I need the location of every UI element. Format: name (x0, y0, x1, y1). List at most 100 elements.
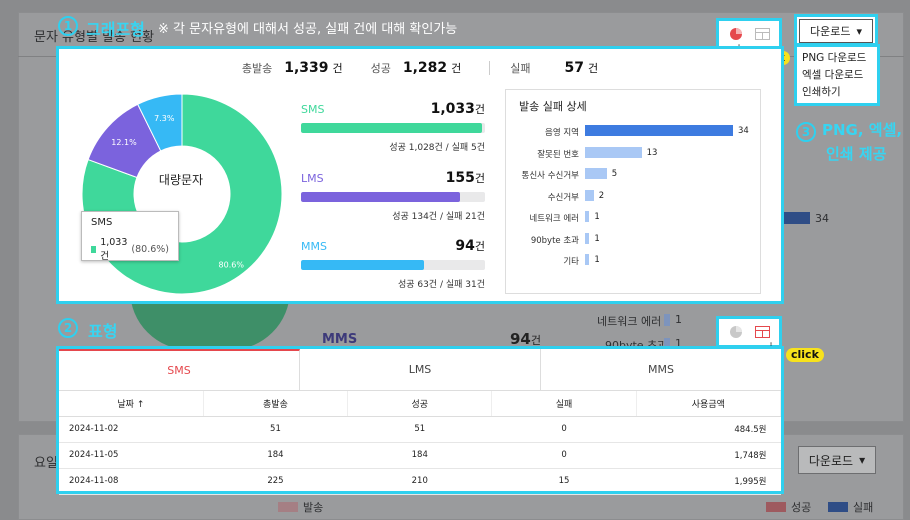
donut-label-mms: 7.3% (154, 114, 175, 123)
fail-detail-label: 통신사 수신거부 (521, 171, 579, 181)
table-row: 2024-11-08 225 210 15 1,995원 (59, 468, 781, 495)
background-bar-small (664, 314, 670, 326)
fail-detail-row: 기타 1 (506, 253, 760, 267)
summary-success-label: 성공 (370, 62, 391, 75)
table-view-button[interactable] (749, 322, 776, 342)
download-menu-item-print[interactable]: 인쇄하기 (802, 86, 841, 98)
stats-table: 날짜 ↑ 총발송 성공 실패 사용금액 2024-11-02 51 51 0 4… (59, 391, 782, 495)
cell-fail: 0 (491, 416, 637, 443)
column-header-success: 성공 (347, 391, 493, 417)
cell-total: 225 (203, 468, 348, 495)
column-header-cost: 사용금액 (636, 391, 782, 417)
metric-value: 1,033건 (430, 101, 485, 117)
tab-sms[interactable]: SMS (59, 349, 300, 390)
table-view-panel: SMS LMS MMS 날짜 ↑ 총발송 성공 실패 사용금액 2024-11-… (56, 346, 784, 495)
fail-detail-chart: 발송 실패 상세 음영 지역 34 잘못된 번호 13 통신사 수신거부 5 수신거부 2 네트… (505, 89, 761, 294)
table-icon (755, 326, 770, 338)
metric-sms: SMS 1,033건 성공 1,028건 / 실패 5건 (301, 101, 485, 153)
fail-detail-row: 음영 지역 34 (506, 124, 760, 138)
annotation-export-line1: PNG, 엑셀, (822, 121, 903, 139)
fail-detail-value: 1 (594, 255, 600, 265)
legend-send-label: 발송 (303, 501, 324, 514)
background-network-error-value: 1 (675, 313, 682, 326)
chart-view-button[interactable] (722, 322, 749, 342)
legend-swatch-fail (828, 502, 848, 512)
tooltip-row: 1,033건 (80.6%) (91, 237, 169, 262)
metric-value: 94건 (455, 238, 485, 254)
fail-detail-row: 90byte 초과 1 (506, 232, 760, 246)
summary-bar: 총발송 1,339 건 성공 1,282 건 실패 57 건 (59, 57, 781, 79)
background-download-button[interactable]: 다운로드 ▾ (798, 446, 876, 474)
download-menu-item-excel[interactable]: 엑셀 다운로드 (802, 69, 864, 81)
fail-detail-bar[interactable] (585, 125, 733, 136)
summary-total-unit: 건 (332, 62, 343, 75)
fail-detail-label: 90byte 초과 (530, 235, 579, 246)
table-icon (755, 28, 770, 40)
metric-track (301, 192, 485, 202)
metric-fill (301, 260, 425, 270)
fail-detail-label: 네트워크 에러 (529, 214, 579, 224)
donut-slice-mms[interactable] (137, 93, 183, 152)
metric-name: LMS (301, 172, 324, 185)
cell-success: 210 (347, 468, 492, 495)
fail-detail-value: 5 (611, 169, 618, 179)
tooltip-swatch (91, 246, 97, 253)
metric-mms: MMS 94건 성공 63건 / 실패 31건 (301, 238, 485, 290)
tooltip-title: SMS (91, 217, 113, 228)
summary-success-value: 1,282 (402, 60, 448, 76)
click-label: click (786, 348, 824, 362)
cell-date: 2024-11-05 (59, 442, 204, 469)
cell-success: 51 (347, 416, 492, 443)
fail-detail-bar[interactable] (585, 168, 607, 179)
metric-fill (301, 123, 483, 133)
pie-chart-icon (729, 28, 742, 40)
metric-fill (301, 192, 461, 202)
metric-track (301, 260, 485, 270)
table-view-button[interactable] (749, 24, 776, 44)
background-card2-title: 요일 (34, 456, 58, 471)
fail-detail-value: 1 (594, 212, 600, 222)
fail-detail-bar[interactable] (585, 146, 642, 158)
cell-total: 51 (203, 416, 348, 443)
download-menu-item-png[interactable]: PNG 다운로드 (802, 52, 867, 64)
summary-fail-unit: 건 (588, 62, 599, 75)
fail-detail-bar[interactable] (585, 232, 590, 244)
summary-success-unit: 건 (451, 62, 462, 75)
table-tabs: SMS LMS MMS (59, 349, 781, 391)
background-bar-value: 34 (815, 212, 829, 225)
fail-detail-title: 발송 실패 상세 (519, 100, 587, 113)
tab-lms[interactable]: LMS (300, 349, 541, 390)
fail-detail-bar[interactable] (585, 211, 590, 222)
cell-cost: 1,748원 (636, 442, 781, 469)
metric-breakdown: 성공 1,028건 / 실패 5건 (389, 143, 485, 153)
fail-detail-bar[interactable] (585, 254, 590, 265)
background-download-label: 다운로드 (808, 453, 854, 468)
donut-label-lms: 12.1% (111, 138, 137, 147)
donut-center-label: 대량문자 (158, 173, 204, 187)
table-row: 2024-11-02 51 51 0 484.5원 (59, 416, 781, 443)
background-bar (784, 212, 810, 224)
annotation-number-1: 1 (58, 16, 78, 36)
fail-detail-value: 2 (598, 190, 605, 201)
cell-cost: 484.5원 (636, 416, 781, 443)
cell-fail: 15 (491, 468, 637, 495)
fail-detail-row: 통신사 수신거부 5 (506, 167, 760, 181)
metric-name: MMS (301, 240, 327, 253)
fail-detail-bar[interactable] (585, 189, 594, 201)
column-header-total: 총발송 (203, 391, 349, 417)
cell-date: 2024-11-02 (59, 416, 204, 443)
download-button[interactable]: 다운로드 ▾ (799, 19, 873, 43)
background-network-error-label: 네트워크 에러 (597, 315, 662, 328)
cell-total: 184 (203, 442, 348, 469)
summary-fail-value: 57 (564, 60, 585, 76)
table-row: 2024-11-05 184 184 0 1,748원 (59, 442, 781, 469)
legend-fail-label: 실패 (853, 501, 874, 514)
summary-fail-label: 실패 (510, 62, 531, 75)
column-header-date[interactable]: 날짜 ↑ (59, 391, 204, 417)
annotation-number-2: 2 (58, 318, 78, 338)
background-byte-over-value: 1 (675, 337, 682, 350)
tab-mms[interactable]: MMS (648, 363, 674, 376)
chart-view-button[interactable] (722, 24, 749, 44)
donut-label-sms: 80.6% (219, 261, 245, 270)
view-toggle-group-chart (716, 18, 782, 50)
